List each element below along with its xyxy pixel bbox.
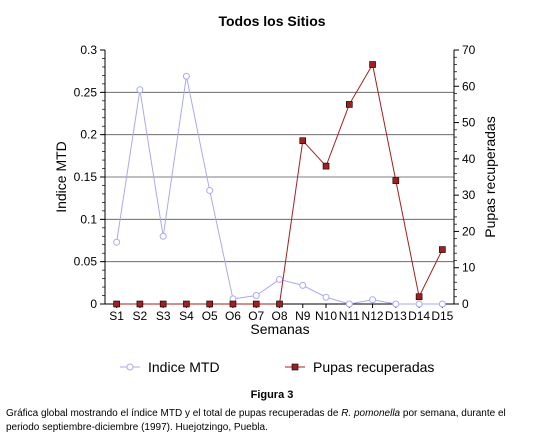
x-tick-label: S2: [133, 309, 148, 323]
data-point-indice-mtd: [136, 86, 144, 94]
data-point-indice-mtd: [345, 300, 353, 308]
y-tick-label: 0.1: [80, 212, 97, 226]
series-line-pupas-recuperadas: [116, 63, 443, 305]
data-point-pupas-recuperadas: [345, 101, 353, 108]
data-point-pupas-recuperadas: [159, 300, 167, 308]
data-point-pupas-recuperadas: [299, 137, 307, 145]
x-tick-label: D13: [385, 309, 407, 323]
data-point-indice-mtd: [159, 232, 167, 240]
data-point-indice-mtd: [392, 300, 400, 308]
y2-tick-label: 50: [462, 116, 476, 130]
y-tick-label: 0: [90, 297, 97, 311]
x-tick-label: S3: [156, 309, 171, 323]
data-point-pupas-recuperadas: [392, 177, 400, 184]
legend: Indice MTD Pupas recuperadas: [120, 359, 434, 375]
data-point-pupas-recuperadas: [276, 300, 283, 308]
x-tick-label: S4: [179, 309, 194, 323]
y2-axis-ticks: 0 10 20 30 40 50 60 70: [454, 43, 476, 311]
data-point-pupas-recuperadas: [415, 293, 423, 301]
x-tick-label: S1: [109, 309, 124, 323]
y-axis-ticks: 0 0.05 0.1 0.15 0.2 0.25 0.3: [74, 43, 105, 311]
y2-tick-label: 70: [462, 43, 476, 57]
y-axis-label: Indice MTD: [53, 141, 69, 213]
x-tick-label: O8: [271, 309, 287, 323]
data-point-pupas-recuperadas: [252, 300, 260, 308]
x-tick-label: O6: [225, 309, 241, 323]
x-axis-label: Semanas: [250, 321, 309, 337]
y2-tick-label: 60: [462, 79, 476, 93]
data-point-indice-mtd: [182, 72, 190, 80]
y2-tick-label: 0: [462, 297, 469, 311]
caption-text-before: Gráfica global mostrando el índice MTD y…: [6, 408, 342, 419]
data-point-pupas-recuperadas: [439, 246, 446, 253]
data-point-pupas-recuperadas: [206, 300, 213, 308]
x-tick-label: N10: [315, 309, 337, 323]
series-layer: [113, 61, 446, 308]
y2-axis-label: Pupas recuperadas: [482, 116, 498, 237]
x-tick-label: D14: [408, 309, 430, 323]
x-axis-ticks: S1 S2 S3 S4 O5 O6 O7 O8 N9 N10 N11 N12 D13 D14 D15: [109, 304, 454, 323]
chart-title: Todos los Sitios: [218, 13, 325, 29]
y-tick-label: 0.3: [80, 43, 97, 57]
legend-marker-pupas-recuperadas: [291, 363, 299, 371]
legend-label-indice-mtd: Indice MTD: [148, 359, 220, 375]
y2-tick-label: 40: [462, 152, 476, 166]
data-point-indice-mtd: [369, 296, 377, 304]
data-point-indice-mtd: [322, 293, 330, 301]
y-tick-label: 0.15: [74, 170, 98, 184]
data-point-pupas-recuperadas: [322, 162, 330, 170]
x-tick-label: N12: [362, 309, 384, 323]
data-point-indice-mtd: [299, 281, 307, 289]
data-point-indice-mtd: [113, 238, 121, 246]
y-tick-label: 0.25: [74, 85, 98, 99]
gridlines: [105, 91, 454, 263]
legend-label-pupas-recuperadas: Pupas recuperadas: [313, 359, 434, 375]
y2-tick-label: 10: [462, 261, 476, 275]
y-tick-label: 0.05: [74, 255, 98, 269]
caption-text-after: por semana, durante el periodo septiembr…: [6, 408, 506, 433]
y2-tick-label: 30: [462, 188, 476, 202]
data-point-indice-mtd: [438, 300, 446, 308]
x-tick-label: N9: [295, 309, 311, 323]
data-point-pupas-recuperadas: [183, 300, 190, 308]
data-point-pupas-recuperadas: [113, 300, 120, 308]
caption-species: R. pomonella: [341, 408, 401, 419]
x-tick-label: O7: [248, 309, 264, 323]
y2-tick-label: 20: [462, 224, 476, 238]
chart: Todos los Sitios 00.050.10.150.20.250.3 …: [53, 13, 498, 375]
data-point-pupas-recuperadas: [136, 300, 144, 308]
figure-label: Figura 3: [250, 389, 294, 401]
series-line-indice-mtd: [116, 76, 443, 305]
data-point-indice-mtd: [206, 187, 214, 195]
y-tick-label: 0.2: [80, 128, 97, 142]
x-tick-label: N11: [339, 309, 360, 323]
data-point-pupas-recuperadas: [369, 61, 376, 68]
x-tick-label: O5: [202, 309, 218, 323]
figure-caption: Gráfica global mostrando el índice MTD y…: [6, 407, 540, 435]
x-tick-label: D15: [431, 309, 453, 323]
legend-marker-indice-mtd: [126, 363, 134, 371]
data-point-indice-mtd: [276, 275, 283, 283]
data-point-indice-mtd: [415, 300, 423, 308]
data-point-indice-mtd: [252, 292, 260, 300]
data-point-pupas-recuperadas: [229, 300, 237, 308]
